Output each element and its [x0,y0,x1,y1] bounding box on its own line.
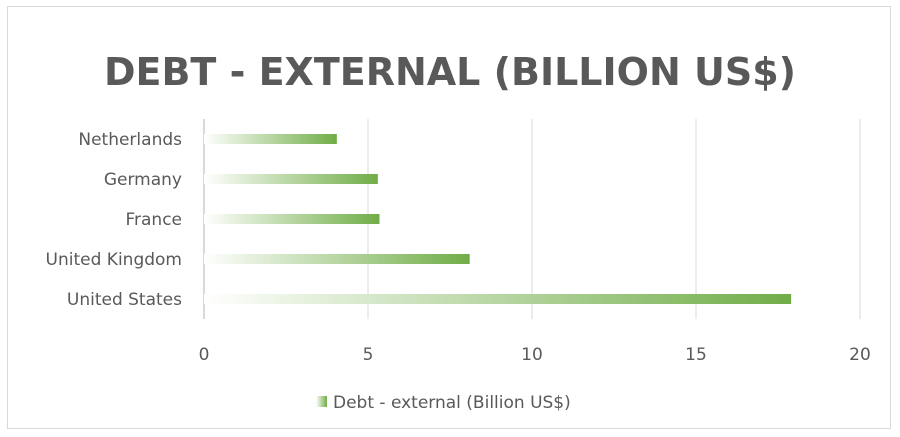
bars-layer [204,134,792,304]
legend-label: Debt - external (Billion US$) [333,393,571,413]
chart-frame: DEBT - EXTERNAL (BILLION US$) United Sta… [7,6,891,429]
category-label-france: France [125,210,182,230]
x-tick-label-0: 0 [199,345,210,365]
bar-germany [204,174,378,184]
category-label-netherlands: Netherlands [78,130,182,150]
x-tick-label-10: 10 [521,345,543,365]
x-tick-label-5: 5 [363,345,374,365]
chart-svg: DEBT - EXTERNAL (BILLION US$) United Sta… [46,50,871,413]
bar-united-kingdom [204,254,470,264]
bar-netherlands [204,134,337,144]
chart-title: DEBT - EXTERNAL (BILLION US$) [104,50,796,94]
legend: Debt - external (Billion US$) [316,393,571,413]
x-tick-label-20: 20 [849,345,871,365]
category-labels: United States United Kingdom France Germany… [46,130,183,310]
category-label-united-kingdom: United Kingdom [46,250,182,270]
legend-swatch [316,396,327,407]
bar-united-states [204,294,792,304]
x-tick-labels: 0 5 10 15 20 [199,345,871,365]
bar-france [204,214,380,224]
category-label-united-states: United States [67,290,182,310]
category-label-germany: Germany [104,170,182,190]
x-tick-label-15: 15 [685,345,707,365]
